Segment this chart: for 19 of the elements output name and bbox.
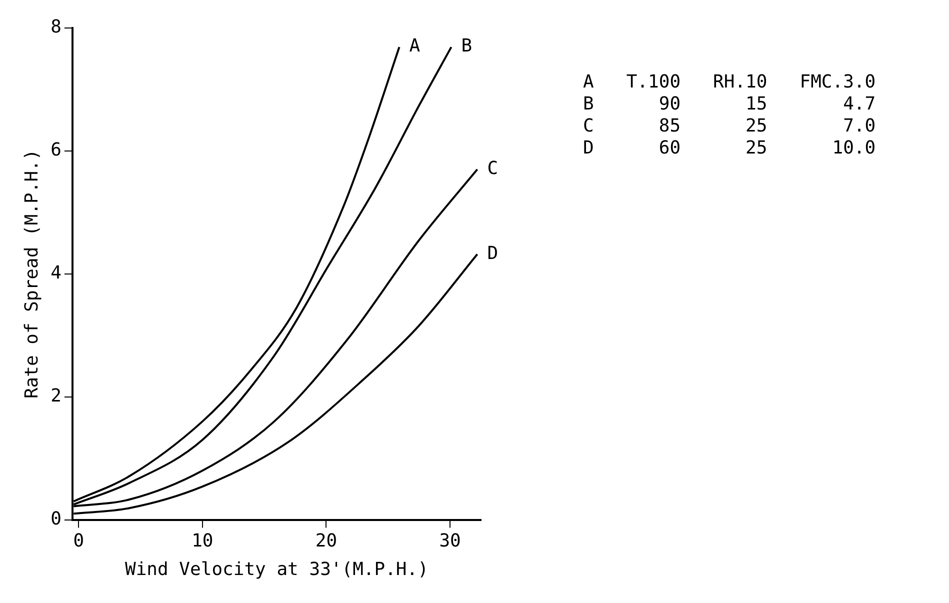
x-tick-label: 10 [192,530,214,552]
y-tick-label: 6 [50,140,62,161]
y-tick-label: 2 [50,386,62,407]
series-label: D [487,242,498,264]
x-tick-label: 30 [439,530,461,552]
y-tick-label: 0 [50,508,62,530]
text: C 85 25 7.0 [583,116,876,137]
y-axis-title: Rate of Spread (M.P.H.) [21,149,42,399]
x-axis-title: Wind Velocity at 33'(M.P.H.) [125,558,428,580]
y-tick-label: 8 [50,16,62,38]
y-tick-label: 4 [50,262,62,284]
x-tick-label: 20 [315,530,338,552]
series-label: A [409,36,420,57]
text: D 60 25 10.0 [583,138,876,159]
series-label: C [487,158,498,180]
series-label: B [461,36,472,57]
text: B 90 15 4.7 [583,94,876,115]
x-tick-label: 0 [73,530,84,552]
text: A T.100 RH.10 FMC.3.0 [583,72,876,93]
